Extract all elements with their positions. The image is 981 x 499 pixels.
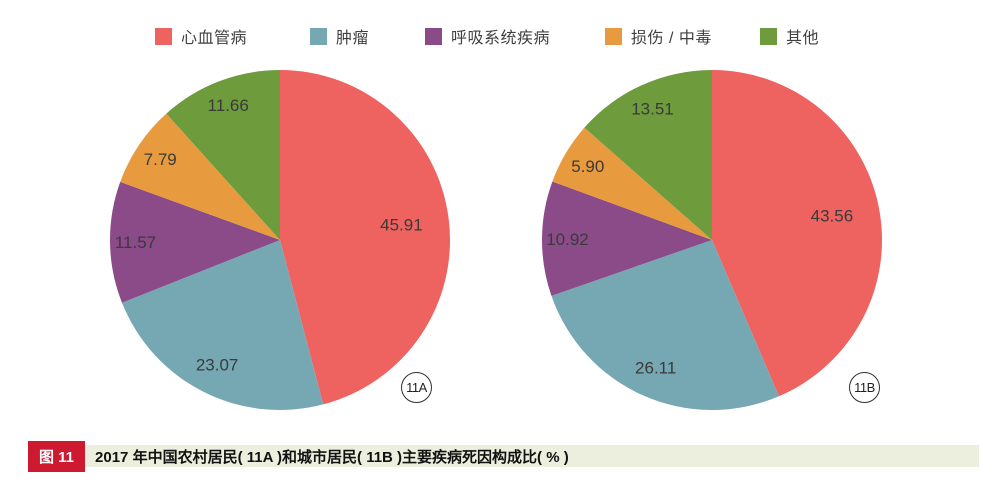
slice-value-label: 10.92 [546, 230, 589, 249]
pie-slice-11A [122, 240, 324, 411]
slice-value-label: 13.51 [631, 99, 674, 118]
legend-swatch-respiratory [425, 27, 442, 45]
legend-label: 损伤 / 中毒 [631, 30, 712, 47]
legend-item-other: 其他 [760, 24, 819, 48]
legend-swatch-other [760, 27, 777, 45]
pie-slice-11B [584, 70, 712, 240]
legend-label: 心血管病 [181, 30, 248, 47]
slice-value-label: 23.07 [196, 355, 239, 374]
pie-slice-11A [120, 113, 280, 240]
pie-slice-11B [552, 127, 712, 240]
legend-item-cardiovascular: 心血管病 [155, 24, 247, 48]
slice-value-label: 43.56 [811, 206, 854, 225]
slice-value-label: 11.66 [208, 96, 249, 115]
slice-value-label: 5.90 [571, 157, 604, 176]
legend-item-respiratory: 呼吸系统疾病 [425, 24, 550, 48]
legend: 心血管病 肿瘤 呼吸系统疾病 损伤 / 中毒 其他 [0, 24, 981, 48]
figure-caption-text: 2017 年中国农村居民( 11A )和城市居民( 11B )主要疾病死因构成比… [85, 445, 979, 467]
slice-value-label: 45.91 [380, 215, 423, 234]
figure-caption: 图 11 2017 年中国农村居民( 11A )和城市居民( 11B )主要疾病… [28, 440, 979, 472]
pie-slice-11A [110, 181, 280, 303]
slice-value-label: 7.79 [144, 150, 177, 169]
pie-chart-urban-11b: 43.56 26.11 10.92 5.90 13.51 [541, 70, 882, 411]
figure-number-badge: 图 11 [28, 440, 86, 472]
legend-swatch-tumor [310, 27, 327, 45]
pie-slice-11B [551, 240, 779, 411]
pie-slice-11A [280, 70, 451, 405]
pie-slice-11A [166, 70, 280, 240]
subfigure-badge-11b: 11B [849, 372, 880, 403]
legend-item-tumor: 肿瘤 [310, 24, 369, 48]
slice-value-label: 26.11 [635, 359, 676, 378]
legend-swatch-cardiovascular [155, 27, 172, 45]
legend-swatch-injury-poisoning [605, 27, 622, 45]
legend-label: 其他 [786, 30, 820, 47]
pie-slice-11B [541, 181, 712, 296]
pie-slice-11B [712, 70, 882, 397]
legend-label: 肿瘤 [336, 30, 370, 47]
pie-chart-rural-11a: 45.91 23.07 11.57 7.79 11.66 [110, 70, 451, 411]
legend-label: 呼吸系统疾病 [451, 30, 551, 47]
legend-item-injury-poisoning: 损伤 / 中毒 [605, 24, 712, 48]
subfigure-badge-11a: 11A [401, 372, 432, 403]
slice-value-label: 11.57 [115, 233, 156, 252]
